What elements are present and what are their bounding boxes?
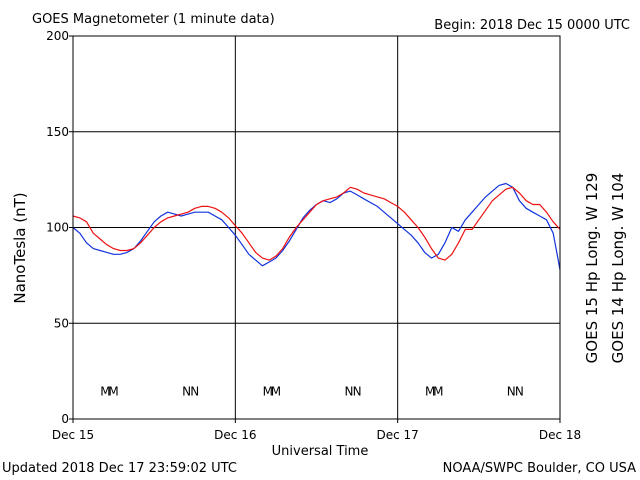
annotation-n: N [507,384,516,398]
annotation-n: N [515,384,524,398]
annotation-n: N [190,384,199,398]
y-tick-label: 0 [61,412,69,426]
x-axis-label: Universal Time [272,444,369,459]
x-axis-ticks: Dec 15 Dec 16 Dec 17 Dec 18 [52,419,581,442]
series-goes15-line [72,186,561,261]
y-axis-ticks: 0 50 100 150 200 [46,29,73,426]
annotation-m: M [433,384,443,398]
x-tick-label: Dec 17 [377,428,419,442]
y-tick-label: 200 [46,29,69,43]
annotation-m: M [271,384,281,398]
y-axis-label: NanoTesla (nT) [11,192,29,303]
x-tick-label: Dec 15 [52,428,94,442]
series-goes14-line [72,182,561,270]
grid-lines [73,36,560,419]
x-tick-label: Dec 16 [214,428,256,442]
data-source: NOAA/SWPC Boulder, CO USA [443,461,636,476]
annotation-n: N [182,384,191,398]
updated-time: Updated 2018 Dec 17 23:59:02 UTC [2,461,237,476]
y-tick-label: 100 [46,221,69,235]
y-tick-label: 150 [46,125,69,139]
begin-time: Begin: 2018 Dec 15 0000 UTC [434,18,630,33]
y-tick-label: 50 [54,316,69,330]
annotation-m: M [108,384,118,398]
x-tick-label: Dec 18 [539,428,581,442]
annotation-layer: MM N N MM N N MM N N [100,384,524,398]
annotation-n: N [344,384,353,398]
legend-goes15: GOES 15 Hp Long. W 129 [583,173,601,364]
legend-goes14: GOES 14 Hp Long. W 104 [609,173,627,364]
annotation-m: M [425,384,435,398]
annotation-m: M [263,384,273,398]
annotation-m: M [100,384,110,398]
series-layer [72,182,561,270]
annotation-n: N [353,384,362,398]
chart-title: GOES Magnetometer (1 minute data) [32,12,275,27]
